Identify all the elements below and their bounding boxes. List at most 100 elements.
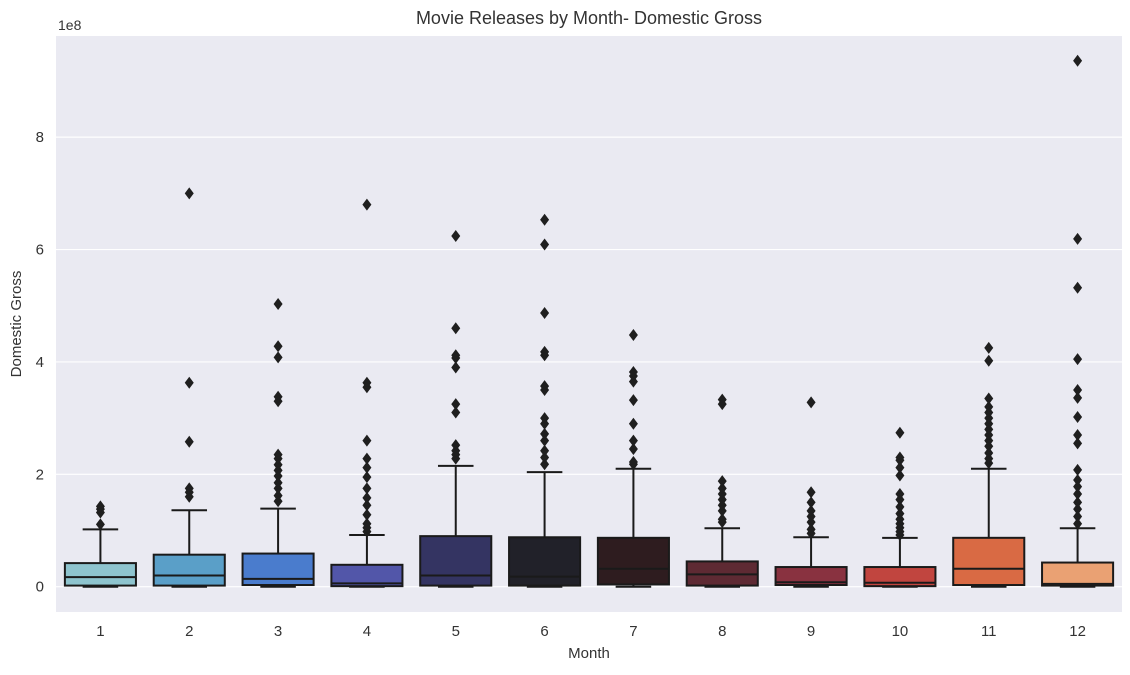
x-tick-label: 10 — [892, 623, 909, 640]
outlier-point — [273, 298, 283, 311]
outlier-point — [451, 398, 461, 411]
box-month-11 — [952, 467, 1026, 588]
grid-lines — [56, 136, 1122, 588]
x-tick-label: 5 — [452, 623, 460, 640]
box-month-7 — [596, 467, 670, 588]
outlier-point — [628, 394, 638, 407]
box-month-8 — [685, 527, 759, 588]
outlier-point — [362, 508, 372, 521]
outlier-point — [895, 426, 905, 439]
outlier-point — [184, 435, 194, 448]
outlier-point — [451, 349, 461, 362]
box-body — [330, 563, 404, 588]
outlier-point — [451, 230, 461, 243]
outlier-point — [628, 443, 638, 456]
box-month-6 — [508, 471, 582, 588]
x-tick-label: 9 — [807, 623, 815, 640]
outlier-point — [451, 361, 461, 374]
x-tick-label: 12 — [1069, 623, 1086, 640]
outlier-point — [895, 469, 905, 482]
outlier-point — [362, 499, 372, 512]
y-tick-label: 0 — [36, 579, 44, 596]
y-tick-label: 8 — [36, 129, 44, 146]
outlier-point — [362, 471, 372, 484]
outlier-point — [806, 523, 816, 536]
outlier-point — [362, 491, 372, 504]
outlier-point — [540, 345, 550, 358]
outlier-point — [895, 507, 905, 520]
outlier-point — [273, 476, 283, 489]
outlier-point — [1073, 480, 1083, 493]
outlier-point — [717, 513, 727, 526]
x-axis-label: Month — [568, 645, 610, 662]
x-tick-label: 6 — [540, 623, 548, 640]
outlier-point — [1073, 487, 1083, 500]
outlier-point — [184, 482, 194, 495]
outlier-point — [273, 351, 283, 364]
outlier-point — [1073, 411, 1083, 424]
outlier-point — [806, 504, 816, 517]
x-tick-label: 8 — [718, 623, 726, 640]
outlier-point — [895, 487, 905, 500]
outlier-point — [806, 396, 816, 409]
outlier-point — [628, 434, 638, 447]
outlier-point — [540, 444, 550, 457]
outlier-point — [540, 380, 550, 393]
x-tick-label: 1 — [96, 623, 104, 640]
y-tick-label: 4 — [36, 354, 44, 371]
outlier-point — [895, 461, 905, 474]
outlier-point — [362, 198, 372, 211]
outlier-point — [628, 417, 638, 430]
y-axis-label: Domestic Gross — [8, 271, 25, 378]
outlier-point — [362, 482, 372, 495]
outlier-point — [362, 434, 372, 447]
outlier-point — [184, 187, 194, 200]
box-body — [241, 552, 315, 587]
outlier-point — [1073, 232, 1083, 245]
outlier-point — [362, 517, 372, 530]
plot-background — [56, 36, 1122, 612]
outlier-point — [184, 376, 194, 389]
outlier-point — [95, 500, 105, 513]
x-tick-label: 7 — [629, 623, 637, 640]
y-offset-label: 1e8 — [58, 17, 82, 33]
outlier-point — [1073, 353, 1083, 366]
box-month-5 — [419, 464, 493, 588]
outlier-point — [717, 482, 727, 495]
outlier-point — [984, 446, 994, 459]
outlier-point — [1073, 384, 1083, 397]
chart-title: Movie Releases by Month- Domestic Gross — [416, 8, 762, 28]
outlier-point — [1073, 391, 1083, 404]
outlier-point — [1073, 437, 1083, 450]
outlier-point — [451, 406, 461, 419]
box-body — [1041, 561, 1115, 587]
box-series — [63, 464, 1115, 588]
outlier-point — [273, 448, 283, 461]
outlier-point — [1073, 281, 1083, 294]
x-tick-label: 11 — [981, 623, 997, 640]
outlier-point — [540, 434, 550, 447]
outlier-point — [1073, 54, 1083, 67]
box-body — [863, 566, 937, 588]
box-body — [952, 536, 1026, 587]
y-tick-label: 6 — [36, 242, 44, 259]
x-tick-label: 4 — [363, 623, 371, 640]
outlier-point — [540, 213, 550, 226]
box-month-12 — [1041, 527, 1115, 588]
box-month-4 — [330, 534, 404, 588]
outlier-point — [628, 328, 638, 341]
outlier-point — [895, 451, 905, 464]
outlier-point — [1073, 496, 1083, 509]
outlier-point — [540, 427, 550, 440]
box-month-9 — [774, 536, 848, 588]
x-tick-label: 2 — [185, 623, 193, 640]
x-tick-labels: 1 2 3 4 5 6 7 8 9 10 11 12 — [96, 623, 1086, 640]
outlier-point — [984, 392, 994, 405]
box-body — [63, 562, 137, 587]
outlier-point — [717, 475, 727, 488]
box-month-2 — [152, 509, 226, 588]
outlier-point — [540, 238, 550, 251]
outlier-point — [362, 461, 372, 474]
outlier-point — [1073, 510, 1083, 523]
